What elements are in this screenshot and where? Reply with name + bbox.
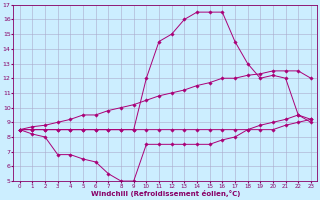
- X-axis label: Windchill (Refroidissement éolien,°C): Windchill (Refroidissement éolien,°C): [91, 190, 240, 197]
